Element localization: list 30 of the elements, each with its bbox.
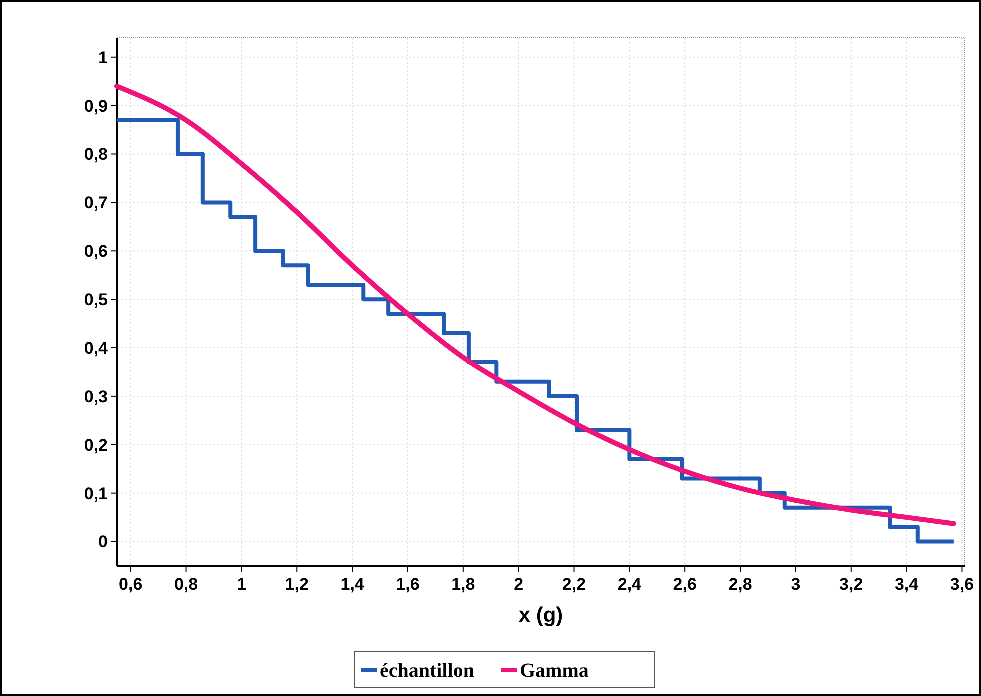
y-tick-label: 0,2	[84, 436, 108, 455]
x-tick-label: 3,2	[840, 575, 864, 594]
x-tick-label: 1	[236, 575, 246, 594]
y-tick-label: 0,9	[84, 96, 108, 116]
x-tick-label: 2,8	[728, 575, 752, 594]
x-tick-label: 1,6	[396, 575, 420, 594]
y-tick-label: 0,5	[84, 290, 108, 310]
y-tick-label: 0,3	[84, 387, 108, 406]
y-tick-label: 0,1	[84, 484, 108, 504]
x-axis-title: x (g)	[518, 604, 564, 627]
x-tick-label: 1,8	[452, 575, 476, 594]
y-tick-label: 1	[98, 48, 108, 68]
y-tick-label: 0	[98, 532, 108, 552]
x-tick-label: 2	[514, 575, 524, 594]
x-tick-label: 0,8	[174, 575, 198, 594]
legend-label: échantillon	[380, 660, 474, 682]
y-tick-label: 0,7	[84, 194, 108, 213]
x-tick-label: 0,6	[119, 575, 143, 594]
y-tick-label: 0,6	[84, 242, 108, 262]
x-tick-label: 1,4	[340, 575, 365, 594]
x-tick-label: 2,4	[618, 575, 642, 594]
x-tick-label: 3,6	[950, 575, 974, 594]
y-tick-label: 0,4	[84, 338, 109, 358]
x-tick-label: 1,2	[285, 575, 309, 594]
y-tick-label: 0,8	[84, 145, 108, 164]
legend-label: Gamma	[520, 660, 589, 682]
x-tick-label: 2,2	[562, 575, 586, 594]
x-tick-label: 3	[791, 575, 801, 594]
x-tick-label: 3,4	[894, 575, 920, 594]
x-tick-label: 2,6	[673, 575, 697, 594]
